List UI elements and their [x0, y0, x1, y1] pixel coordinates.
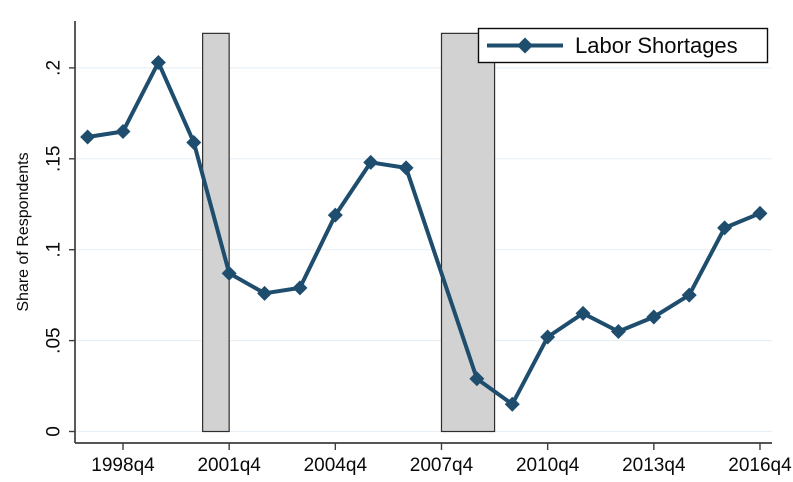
x-tick-label: 2010q4: [516, 455, 580, 476]
x-tick-label: 2001q4: [197, 455, 261, 476]
y-tick-label: .05: [44, 327, 65, 353]
data-point-marker: [469, 371, 485, 387]
y-tick-label: .15: [44, 146, 65, 172]
y-tick-label: .2: [44, 60, 65, 76]
data-point-marker: [504, 396, 520, 412]
x-tick-label: 1998q4: [91, 455, 155, 476]
recession-bar: [440, 32, 496, 433]
legend-label: Labor Shortages: [575, 33, 738, 58]
data-point-marker: [363, 154, 379, 170]
data-point-marker: [752, 205, 768, 221]
data-point-marker: [398, 160, 414, 176]
series-line: [85, 60, 762, 407]
data-point-marker: [610, 324, 626, 340]
data-point-marker: [221, 265, 237, 281]
data-point-marker: [575, 305, 591, 321]
data-point-marker: [646, 309, 662, 325]
x-tick-label: 2004q4: [304, 455, 368, 476]
x-tick-label: 2013q4: [622, 455, 686, 476]
series-layer: [80, 54, 768, 412]
data-point-marker: [717, 220, 733, 236]
x-tick-label: 2007q4: [410, 455, 474, 476]
data-point-marker: [257, 285, 273, 301]
data-point-marker: [681, 287, 697, 303]
y-axis-title: Share of Respondents: [15, 152, 32, 311]
data-point-marker: [150, 54, 166, 70]
recession-bar: [202, 32, 230, 433]
x-tick-label: 2016q4: [728, 455, 792, 476]
axes-layer: Share of Respondents 0 .05 .1 .15 .2 1998q4 20…: [15, 21, 792, 476]
gridlines-layer: [75, 67, 772, 433]
data-point-marker: [115, 124, 131, 140]
data-point-marker: [292, 280, 308, 296]
legend-marker-diamond-icon: [517, 37, 533, 54]
legend: Labor Shortages: [477, 27, 769, 64]
y-tick-label: .1: [44, 242, 65, 258]
data-point-marker: [80, 129, 96, 145]
recession-bars-layer: [202, 32, 496, 433]
data-point-marker: [186, 134, 202, 150]
y-tick-label: 0: [44, 426, 65, 437]
data-point-marker: [327, 207, 343, 223]
data-point-marker: [540, 329, 556, 345]
